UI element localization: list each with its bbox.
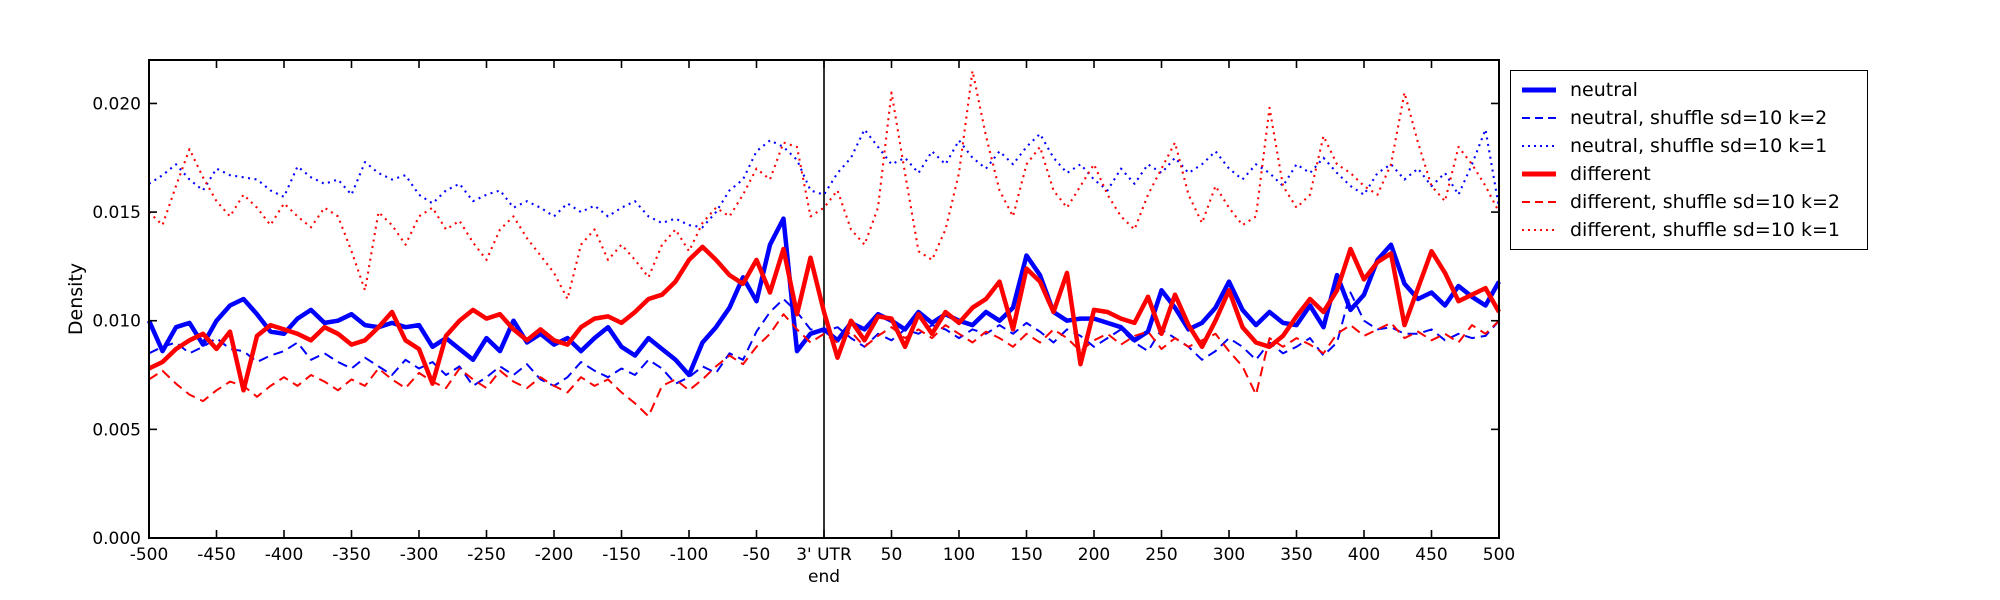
legend-entry-1: neutral, shuffle sd=10 k=2	[1521, 105, 1857, 131]
x-tick-label: 50	[881, 545, 903, 565]
legend-line-sample-solid	[1522, 171, 1556, 177]
x-tick-label: -100	[670, 545, 709, 565]
series-line-3-solid	[148, 244, 1501, 393]
legend-line-sample-dashed	[1522, 117, 1556, 119]
x-tick-label: -450	[197, 545, 236, 565]
x-tick-label: -400	[265, 545, 304, 565]
x-tick-label: -200	[535, 545, 574, 565]
series-line-1-dashed	[148, 291, 1500, 387]
legend-label-3: different	[1570, 162, 1651, 185]
x-tick-label: 300	[1213, 545, 1245, 565]
y-tick-label: 0.010	[92, 312, 141, 332]
legend-entry-3: different	[1521, 161, 1857, 187]
y-tick-label: 0.015	[92, 203, 141, 223]
legend-line-sample-dotted	[1522, 229, 1556, 231]
legend-entry-2: neutral, shuffle sd=10 k=1	[1521, 133, 1857, 159]
x-tick-label: 450	[1415, 545, 1447, 565]
y-tick-label: 0.020	[92, 94, 141, 114]
x-tick-label: 400	[1348, 545, 1380, 565]
x-tick-label: -250	[467, 545, 506, 565]
x-tick-label: 150	[1010, 545, 1042, 565]
x-tick-label: -500	[130, 545, 169, 565]
series-line-4-dashed	[148, 313, 1500, 418]
legend-entry-0: neutral	[1521, 77, 1857, 103]
y-tick-label: 0.000	[92, 529, 141, 549]
legend-entry-4: different, shuffle sd=10 k=2	[1521, 189, 1857, 215]
legend-label-5: different, shuffle sd=10 k=1	[1570, 218, 1840, 241]
x-tick-label: -300	[400, 545, 439, 565]
x-tick-label: 500	[1483, 545, 1515, 565]
legend-entry-5: different, shuffle sd=10 k=1	[1521, 217, 1857, 243]
x-tick-label: 3' UTR	[796, 545, 852, 565]
series-line-5-dotted	[148, 69, 1500, 301]
x-tick-label: end	[808, 567, 840, 587]
x-tick-label: 350	[1280, 545, 1312, 565]
legend-label-2: neutral, shuffle sd=10 k=1	[1570, 134, 1828, 157]
legend-label-1: neutral, shuffle sd=10 k=2	[1570, 106, 1828, 129]
legend: neutral neutral, shuffle sd=10 k=2 neutral…	[1510, 70, 1868, 250]
series-line-0-solid	[146, 216, 1501, 378]
legend-label-4: different, shuffle sd=10 k=2	[1570, 190, 1840, 213]
x-tick-label: -350	[332, 545, 371, 565]
legend-line-sample-dotted	[1522, 145, 1556, 147]
x-tick-label: 200	[1078, 545, 1110, 565]
y-axis-label: Density	[65, 263, 87, 335]
legend-line-sample-dashed	[1522, 201, 1556, 203]
x-tick-label: 250	[1145, 545, 1177, 565]
x-tick-label: 100	[943, 545, 975, 565]
y-tick-label: 0.005	[92, 420, 141, 440]
x-tick-label: -150	[602, 545, 641, 565]
legend-label-0: neutral	[1570, 78, 1638, 101]
legend-line-sample-solid	[1522, 87, 1556, 93]
x-tick-label: -50	[743, 545, 771, 565]
